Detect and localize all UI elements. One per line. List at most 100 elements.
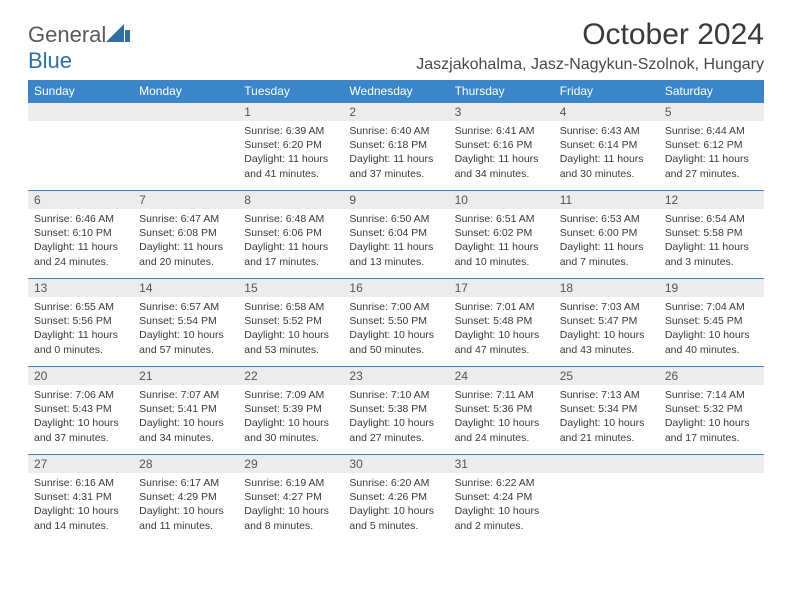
day-number: 15 [238, 279, 343, 297]
day-header: Sunday [28, 80, 133, 103]
day-details: Sunrise: 7:00 AMSunset: 5:50 PMDaylight:… [343, 297, 448, 361]
brand-name-part1: General [28, 22, 106, 47]
day-details: Sunrise: 6:41 AMSunset: 6:16 PMDaylight:… [449, 121, 554, 185]
day-number: 20 [28, 367, 133, 385]
calendar-day-cell: 6Sunrise: 6:46 AMSunset: 6:10 PMDaylight… [28, 191, 133, 279]
day-header: Friday [554, 80, 659, 103]
day-number: 14 [133, 279, 238, 297]
day-header: Thursday [449, 80, 554, 103]
day-details: Sunrise: 6:17 AMSunset: 4:29 PMDaylight:… [133, 473, 238, 537]
calendar-day-cell: 9Sunrise: 6:50 AMSunset: 6:04 PMDaylight… [343, 191, 448, 279]
day-details: Sunrise: 6:39 AMSunset: 6:20 PMDaylight:… [238, 121, 343, 185]
day-number: 23 [343, 367, 448, 385]
day-number: 27 [28, 455, 133, 473]
calendar-day-cell: 22Sunrise: 7:09 AMSunset: 5:39 PMDayligh… [238, 367, 343, 455]
day-details: Sunrise: 7:03 AMSunset: 5:47 PMDaylight:… [554, 297, 659, 361]
day-number: 21 [133, 367, 238, 385]
calendar-week-row: 13Sunrise: 6:55 AMSunset: 5:56 PMDayligh… [28, 279, 764, 367]
day-number: 7 [133, 191, 238, 209]
day-header: Wednesday [343, 80, 448, 103]
day-details: Sunrise: 6:16 AMSunset: 4:31 PMDaylight:… [28, 473, 133, 537]
day-details: Sunrise: 6:19 AMSunset: 4:27 PMDaylight:… [238, 473, 343, 537]
day-details: Sunrise: 6:46 AMSunset: 6:10 PMDaylight:… [28, 209, 133, 273]
day-number: 26 [659, 367, 764, 385]
day-number: 22 [238, 367, 343, 385]
calendar-day-cell: 31Sunrise: 6:22 AMSunset: 4:24 PMDayligh… [449, 455, 554, 543]
day-details: Sunrise: 6:44 AMSunset: 6:12 PMDaylight:… [659, 121, 764, 185]
day-number: 3 [449, 103, 554, 121]
brand-name: GeneralBlue [28, 22, 130, 74]
calendar-day-cell: 8Sunrise: 6:48 AMSunset: 6:06 PMDaylight… [238, 191, 343, 279]
day-details: Sunrise: 6:22 AMSunset: 4:24 PMDaylight:… [449, 473, 554, 537]
calendar-day-cell: 10Sunrise: 6:51 AMSunset: 6:02 PMDayligh… [449, 191, 554, 279]
day-details: Sunrise: 7:14 AMSunset: 5:32 PMDaylight:… [659, 385, 764, 449]
calendar-day-cell: 13Sunrise: 6:55 AMSunset: 5:56 PMDayligh… [28, 279, 133, 367]
day-details: Sunrise: 6:55 AMSunset: 5:56 PMDaylight:… [28, 297, 133, 361]
day-header-row: SundayMondayTuesdayWednesdayThursdayFrid… [28, 80, 764, 103]
day-header: Monday [133, 80, 238, 103]
calendar-day-cell: 5Sunrise: 6:44 AMSunset: 6:12 PMDaylight… [659, 103, 764, 191]
day-number: 5 [659, 103, 764, 121]
day-details: Sunrise: 6:20 AMSunset: 4:26 PMDaylight:… [343, 473, 448, 537]
day-details: Sunrise: 6:53 AMSunset: 6:00 PMDaylight:… [554, 209, 659, 273]
day-number: 2 [343, 103, 448, 121]
calendar-day-cell: 14Sunrise: 6:57 AMSunset: 5:54 PMDayligh… [133, 279, 238, 367]
brand-name-part2: Blue [28, 48, 72, 73]
calendar-day-cell: 26Sunrise: 7:14 AMSunset: 5:32 PMDayligh… [659, 367, 764, 455]
calendar-week-row: 1Sunrise: 6:39 AMSunset: 6:20 PMDaylight… [28, 103, 764, 191]
location-text: Jaszjakohalma, Jasz-Nagykun-Szolnok, Hun… [416, 56, 764, 74]
calendar-day-cell: 28Sunrise: 6:17 AMSunset: 4:29 PMDayligh… [133, 455, 238, 543]
day-number: 18 [554, 279, 659, 297]
day-number: 28 [133, 455, 238, 473]
brand-triangle-icon [106, 24, 130, 42]
calendar-day-cell: 1Sunrise: 6:39 AMSunset: 6:20 PMDaylight… [238, 103, 343, 191]
calendar-day-cell [659, 455, 764, 543]
day-details: Sunrise: 6:54 AMSunset: 5:58 PMDaylight:… [659, 209, 764, 273]
day-details: Sunrise: 7:13 AMSunset: 5:34 PMDaylight:… [554, 385, 659, 449]
day-number: 29 [238, 455, 343, 473]
day-number-empty [28, 103, 133, 121]
day-details: Sunrise: 6:48 AMSunset: 6:06 PMDaylight:… [238, 209, 343, 273]
day-number-empty [659, 455, 764, 473]
calendar-day-cell: 18Sunrise: 7:03 AMSunset: 5:47 PMDayligh… [554, 279, 659, 367]
calendar-day-cell: 15Sunrise: 6:58 AMSunset: 5:52 PMDayligh… [238, 279, 343, 367]
day-number: 9 [343, 191, 448, 209]
calendar-day-cell: 12Sunrise: 6:54 AMSunset: 5:58 PMDayligh… [659, 191, 764, 279]
calendar-day-cell: 29Sunrise: 6:19 AMSunset: 4:27 PMDayligh… [238, 455, 343, 543]
calendar-day-cell: 30Sunrise: 6:20 AMSunset: 4:26 PMDayligh… [343, 455, 448, 543]
day-number: 13 [28, 279, 133, 297]
calendar-day-cell: 24Sunrise: 7:11 AMSunset: 5:36 PMDayligh… [449, 367, 554, 455]
calendar-day-cell: 16Sunrise: 7:00 AMSunset: 5:50 PMDayligh… [343, 279, 448, 367]
calendar-day-cell [554, 455, 659, 543]
day-details: Sunrise: 7:09 AMSunset: 5:39 PMDaylight:… [238, 385, 343, 449]
month-title: October 2024 [416, 18, 764, 52]
day-number-empty [133, 103, 238, 121]
calendar-day-cell: 21Sunrise: 7:07 AMSunset: 5:41 PMDayligh… [133, 367, 238, 455]
calendar-day-cell: 7Sunrise: 6:47 AMSunset: 6:08 PMDaylight… [133, 191, 238, 279]
calendar-week-row: 20Sunrise: 7:06 AMSunset: 5:43 PMDayligh… [28, 367, 764, 455]
calendar-table: SundayMondayTuesdayWednesdayThursdayFrid… [28, 80, 764, 543]
day-details: Sunrise: 6:43 AMSunset: 6:14 PMDaylight:… [554, 121, 659, 185]
title-block: October 2024 Jaszjakohalma, Jasz-Nagykun… [416, 18, 764, 74]
day-number: 11 [554, 191, 659, 209]
day-details: Sunrise: 7:07 AMSunset: 5:41 PMDaylight:… [133, 385, 238, 449]
day-number: 16 [343, 279, 448, 297]
calendar-day-cell: 11Sunrise: 6:53 AMSunset: 6:00 PMDayligh… [554, 191, 659, 279]
day-details: Sunrise: 6:47 AMSunset: 6:08 PMDaylight:… [133, 209, 238, 273]
day-number-empty [554, 455, 659, 473]
day-number: 6 [28, 191, 133, 209]
day-number: 10 [449, 191, 554, 209]
day-details: Sunrise: 7:01 AMSunset: 5:48 PMDaylight:… [449, 297, 554, 361]
calendar-day-cell: 19Sunrise: 7:04 AMSunset: 5:45 PMDayligh… [659, 279, 764, 367]
day-number: 19 [659, 279, 764, 297]
calendar-day-cell: 25Sunrise: 7:13 AMSunset: 5:34 PMDayligh… [554, 367, 659, 455]
page-header: GeneralBlue October 2024 Jaszjakohalma, … [28, 18, 764, 74]
day-details: Sunrise: 7:10 AMSunset: 5:38 PMDaylight:… [343, 385, 448, 449]
calendar-week-row: 27Sunrise: 6:16 AMSunset: 4:31 PMDayligh… [28, 455, 764, 543]
brand-logo: GeneralBlue [28, 18, 130, 74]
calendar-day-cell [28, 103, 133, 191]
day-details: Sunrise: 6:57 AMSunset: 5:54 PMDaylight:… [133, 297, 238, 361]
day-header: Tuesday [238, 80, 343, 103]
day-details: Sunrise: 7:04 AMSunset: 5:45 PMDaylight:… [659, 297, 764, 361]
calendar-day-cell: 17Sunrise: 7:01 AMSunset: 5:48 PMDayligh… [449, 279, 554, 367]
